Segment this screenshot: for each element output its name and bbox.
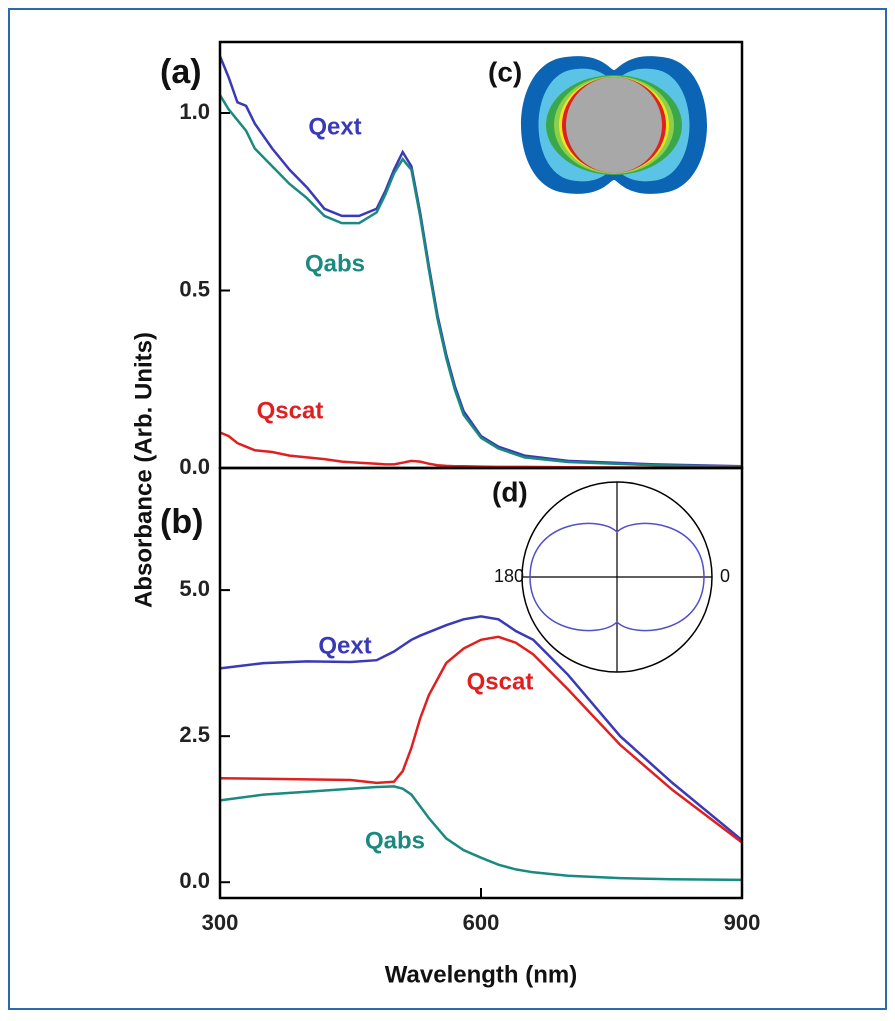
- y-tick-label: 5.0: [179, 576, 210, 601]
- series-label: Qext: [308, 113, 361, 140]
- y-tick-label: 1.0: [179, 99, 210, 124]
- x-tick-label: 300: [202, 910, 239, 935]
- x-axis-label: Wavelength (nm): [385, 961, 577, 988]
- panel-label: (a): [160, 53, 202, 91]
- polar-angle-label: 180: [494, 566, 524, 586]
- y-axis-label: Absorbance (Arb. Units): [130, 332, 157, 608]
- y-tick-label: 2.5: [179, 722, 210, 747]
- inset-d-polar: [521, 481, 713, 673]
- series-label: Qabs: [365, 827, 425, 854]
- y-tick-label: 0.0: [179, 868, 210, 893]
- x-tick-label: 600: [463, 910, 500, 935]
- y-tick-label: 0.5: [179, 276, 210, 301]
- x-tick-label: 900: [724, 910, 761, 935]
- series-label: Qscat: [257, 397, 324, 424]
- series-label: Qabs: [305, 250, 365, 277]
- inset-c-image: [521, 56, 707, 194]
- series-line: [218, 94, 743, 468]
- polar-angle-label: 0: [720, 566, 730, 586]
- plot-frame: [218, 466, 744, 900]
- y-tick-label: 0.0: [179, 454, 210, 479]
- series-line: [219, 615, 743, 842]
- inset-label: (d): [492, 476, 528, 507]
- panel-label: (b): [160, 503, 203, 541]
- series-line: [219, 635, 743, 844]
- series-line: [219, 785, 743, 882]
- inset-label: (c): [488, 56, 522, 87]
- series-label: Qscat: [467, 668, 534, 695]
- series-line: [218, 55, 743, 468]
- series-label: Qext: [318, 632, 371, 659]
